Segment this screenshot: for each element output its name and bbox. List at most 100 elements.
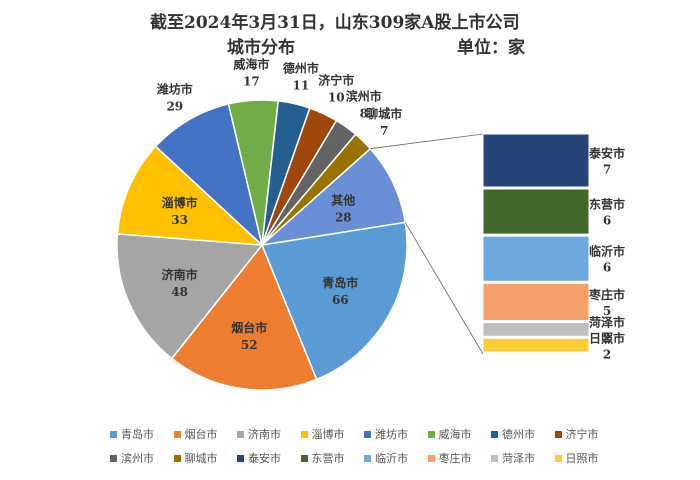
legend-swatch-2	[237, 430, 244, 438]
slice-value-6: 11	[293, 78, 310, 92]
slice-value-8: 8	[360, 107, 368, 121]
legend-label-13: 枣庄市	[438, 452, 472, 465]
legend-swatch-10	[237, 454, 244, 462]
breakdown-label-1: 东营市	[589, 197, 625, 212]
legend-swatch-12	[364, 454, 371, 462]
legend-label-2: 济南市	[248, 428, 281, 441]
slice-label-8: 滨州市	[346, 89, 382, 104]
slice-value-10: 28	[335, 211, 352, 225]
legend-label-8: 滨州市	[121, 452, 154, 465]
legend-item-2: 济南市	[237, 426, 293, 442]
legend-item-5: 威海市	[427, 426, 484, 442]
slice-label-9: 聊城市	[366, 106, 402, 121]
legend-label-14: 菏泽市	[502, 452, 535, 465]
slice-label-6: 德州市	[283, 60, 319, 75]
pie-slice-10	[259, 147, 407, 247]
slice-label-10: 其他	[331, 193, 355, 208]
legend-swatch-14	[491, 454, 498, 462]
legend-label-4: 潍坊市	[375, 428, 408, 441]
breakdown-bar-3	[482, 282, 590, 322]
legend-swatch-11	[300, 454, 308, 462]
breakdown-label-4: 菏泽市	[589, 315, 625, 330]
breakdown-value-5: 2	[603, 347, 611, 361]
pie-slice-3	[116, 145, 265, 246]
legend-label-11: 东营市	[311, 452, 345, 465]
legend-item-15: 日照市	[554, 450, 611, 466]
slice-label-7: 济宁市	[318, 73, 354, 88]
legend-swatch-7	[554, 430, 562, 438]
slice-label-1: 烟台市	[231, 320, 267, 335]
breakdown-bar-0	[482, 133, 590, 188]
connector-bottom	[404, 222, 484, 355]
slice-label-5: 威海市	[233, 56, 269, 71]
legend-swatch-8	[110, 454, 117, 462]
slice-label-0: 青岛市	[322, 275, 358, 290]
legend-label-6: 德州市	[502, 428, 535, 441]
pie-slice-4	[154, 103, 264, 248]
legend-item-1: 烟台市	[173, 426, 230, 442]
slice-value-4: 29	[166, 100, 183, 114]
connector-top	[370, 133, 484, 150]
legend-item-14: 菏泽市	[491, 450, 547, 466]
legend-item-10: 泰安市	[237, 450, 293, 466]
pie-slice-2	[116, 233, 264, 360]
chart-title: 截至2024年3月31日，山东309家A股上市公司	[150, 13, 520, 33]
legend-label-5: 威海市	[438, 428, 472, 441]
slice-value-3: 33	[171, 213, 188, 227]
pie-slice-1	[170, 243, 318, 391]
breakdown-bar-5	[482, 337, 590, 353]
slice-label-2: 济南市	[162, 267, 198, 282]
breakdown-value-4: 2	[603, 332, 611, 346]
legend-swatch-5	[427, 430, 435, 438]
legend-label-15: 日照市	[565, 452, 599, 465]
legend-label-3: 淄博市	[311, 428, 345, 441]
slice-value-1: 52	[241, 338, 258, 352]
slice-value-9: 7	[380, 124, 388, 138]
breakdown-bar-4	[482, 322, 590, 337]
legend-swatch-15	[554, 454, 562, 462]
legend-item-12: 临沂市	[364, 450, 420, 466]
legend-label-9: 聊城市	[184, 452, 218, 465]
breakdown-label-2: 临沂市	[589, 244, 625, 259]
legend-item-7: 济宁市	[554, 426, 611, 442]
breakdown-value-3: 5	[603, 304, 611, 318]
breakdown-bar-2	[482, 235, 590, 282]
breakdown-value-1: 6	[603, 214, 611, 228]
legend-swatch-13	[427, 454, 435, 462]
chart-subtitle-right: 单位：家	[457, 38, 525, 58]
slice-value-0: 66	[332, 293, 349, 307]
legend-item-11: 东营市	[300, 450, 357, 466]
slice-label-3: 淄博市	[162, 195, 198, 210]
breakdown-bar-1	[482, 188, 590, 235]
slice-value-7: 10	[328, 91, 345, 105]
legend-label-1: 烟台市	[184, 428, 218, 441]
legend-item-9: 聊城市	[173, 450, 230, 466]
breakdown-label-3: 枣庄市	[588, 287, 625, 302]
breakdown-label-0: 泰安市	[588, 146, 625, 161]
chart-subtitle-left: 城市分布	[227, 38, 295, 58]
legend-label-10: 泰安市	[248, 452, 281, 465]
legend-swatch-4	[364, 430, 371, 438]
legend-item-3: 淄博市	[300, 426, 357, 442]
breakdown-value-2: 6	[603, 261, 611, 275]
legend-swatch-6	[491, 430, 498, 438]
legend-label-12: 临沂市	[375, 452, 408, 465]
legend-item-4: 潍坊市	[364, 426, 420, 442]
chart-legend: 青岛市 烟台市 济南市 淄博市 潍坊市 威海市 德州市 济宁市滨州市 聊城市 泰安市 东营市 临沂市 枣…	[110, 426, 610, 466]
legend-label-7: 济宁市	[565, 428, 599, 441]
legend-swatch-3	[300, 430, 308, 438]
pie-slice-0	[260, 221, 408, 381]
legend-swatch-1	[173, 430, 181, 438]
legend-item-0: 青岛市	[110, 426, 166, 442]
legend-swatch-0	[110, 430, 117, 438]
legend-swatch-9	[173, 454, 181, 462]
slice-label-4: 潍坊市	[156, 82, 193, 97]
breakdown-label-5: 日照市	[589, 330, 625, 345]
legend-item-6: 德州市	[491, 426, 547, 442]
legend-item-13: 枣庄市	[427, 450, 484, 466]
slice-value-2: 48	[171, 285, 188, 299]
legend-item-8: 滨州市	[110, 450, 166, 466]
legend-label-0: 青岛市	[121, 428, 154, 441]
slice-value-5: 17	[243, 74, 260, 88]
